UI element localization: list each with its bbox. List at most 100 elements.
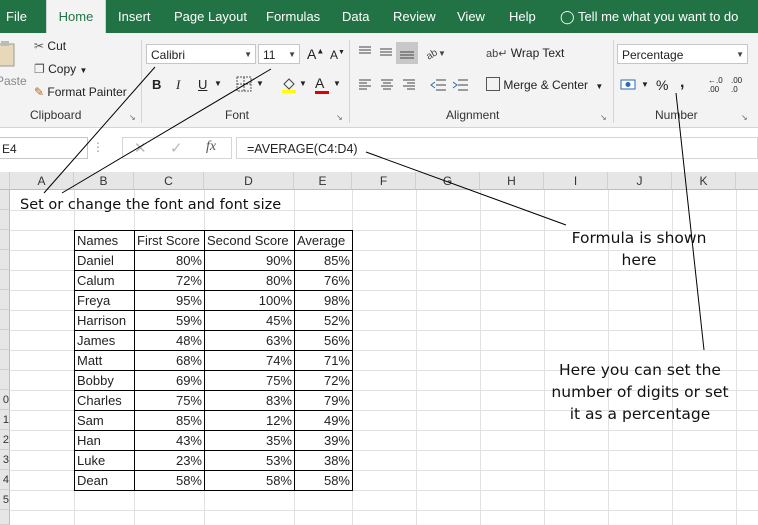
tab-insert[interactable]: Insert — [118, 9, 151, 24]
increase-indent-icon[interactable] — [452, 77, 470, 96]
row-header[interactable]: 0 — [0, 390, 10, 410]
row-header[interactable] — [0, 310, 10, 330]
row-header[interactable]: 4 — [0, 470, 10, 490]
percent-style-button[interactable]: % — [656, 77, 669, 93]
dialog-launcher-icon[interactable]: ↘ — [129, 113, 136, 122]
more-options-icon[interactable]: ⋮ — [92, 140, 104, 154]
align-center-icon[interactable] — [379, 77, 395, 96]
row-header[interactable] — [0, 190, 10, 210]
font-color-swatch — [315, 91, 329, 94]
chevron-down-icon: ▼ — [288, 50, 296, 59]
tab-file[interactable]: File — [6, 9, 27, 24]
dialog-launcher-icon[interactable]: ↘ — [336, 113, 343, 122]
accounting-format-icon[interactable] — [620, 77, 638, 96]
dialog-launcher-icon[interactable]: ↘ — [741, 113, 748, 122]
column-header[interactable]: J — [608, 172, 672, 190]
row-header[interactable] — [0, 330, 10, 350]
chevron-down-icon: ▼ — [736, 50, 744, 59]
ribbon-tab-bar: File Home Insert Page Layout Formulas Da… — [0, 0, 758, 33]
wrap-text-icon: ab↵ — [486, 48, 508, 60]
shrink-font-button[interactable]: A▼ — [330, 48, 345, 62]
align-left-icon[interactable] — [357, 77, 373, 96]
tab-review[interactable]: Review — [393, 9, 436, 24]
row-header[interactable]: 2 — [0, 430, 10, 450]
italic-button[interactable]: I — [176, 77, 181, 92]
font-annotation: Set or change the font and font size — [20, 197, 282, 213]
increase-decimal-button[interactable]: ←.0.00 — [708, 76, 723, 94]
column-header[interactable] — [736, 172, 758, 190]
row-header[interactable]: 1 — [0, 410, 10, 430]
column-header[interactable]: H — [480, 172, 544, 190]
name-box[interactable]: E4 — [0, 137, 88, 159]
row-header[interactable] — [0, 290, 10, 310]
column-header[interactable]: I — [544, 172, 608, 190]
merge-icon — [486, 77, 500, 91]
column-header[interactable]: F — [352, 172, 416, 190]
format-painter-button[interactable]: ✎ Format Painter — [34, 85, 127, 99]
orientation-icon[interactable]: ab ▼ — [424, 44, 446, 63]
average-cell[interactable]: 58% — [294, 470, 353, 491]
copy-button[interactable]: ❐ Copy ▼ — [34, 62, 88, 76]
group-separator — [613, 40, 614, 123]
decrease-indent-icon[interactable] — [430, 77, 448, 96]
font-group-label: Font — [225, 108, 250, 122]
column-header[interactable]: C — [134, 172, 204, 190]
chevron-down-icon[interactable]: ▼ — [641, 80, 649, 89]
column-header[interactable]: K — [672, 172, 736, 190]
paste-button[interactable]: Paste — [0, 74, 27, 88]
paintbrush-icon: ✎ — [34, 85, 45, 99]
chevron-down-icon[interactable]: ▼ — [333, 79, 341, 88]
comma-style-button[interactable]: , — [680, 74, 685, 91]
number-group-label: Number — [655, 108, 698, 122]
chevron-down-icon[interactable]: ▼ — [299, 79, 307, 88]
decrease-decimal-button[interactable]: .00.0 — [731, 76, 743, 94]
tab-data[interactable]: Data — [342, 9, 370, 24]
row-header[interactable] — [0, 230, 10, 250]
align-bottom-icon[interactable] — [396, 42, 418, 64]
align-top-icon[interactable] — [357, 44, 373, 63]
row-header[interactable] — [0, 270, 10, 290]
tab-help[interactable]: Help — [509, 9, 536, 24]
tab-formulas[interactable]: Formulas — [266, 9, 321, 24]
column-header[interactable]: E — [294, 172, 352, 190]
fill-color-icon[interactable] — [280, 75, 298, 96]
row-header[interactable] — [0, 370, 10, 390]
column-header[interactable]: D — [204, 172, 294, 190]
tell-me-box[interactable]: ◯ Tell me what you want to do — [560, 9, 739, 24]
paste-icon[interactable] — [0, 40, 22, 70]
font-color-button[interactable]: A — [315, 75, 329, 94]
borders-icon[interactable] — [236, 76, 252, 95]
font-size-combo[interactable]: 11 ▼ — [258, 44, 300, 64]
font-name-combo[interactable]: Calibri ▼ — [146, 44, 256, 64]
underline-button[interactable]: U — [198, 77, 208, 92]
alignment-group-label: Alignment — [446, 108, 500, 122]
merge-center-button[interactable]: Merge & Center ▼ — [486, 77, 603, 92]
row-header[interactable] — [0, 250, 10, 270]
tab-view[interactable]: View — [457, 9, 485, 24]
chevron-down-icon[interactable]: ▼ — [256, 79, 264, 88]
cut-button[interactable]: ✂ Cut — [34, 39, 67, 53]
bold-button[interactable]: B — [152, 77, 162, 92]
number-format-combo[interactable]: Percentage ▼ — [617, 44, 748, 64]
chevron-down-icon: ▼ — [244, 50, 252, 59]
align-right-icon[interactable] — [401, 77, 417, 96]
formula-buttons — [122, 137, 232, 159]
align-middle-icon[interactable] — [378, 44, 394, 63]
enter-icon[interactable]: ✓ — [170, 140, 183, 157]
formula-bar — [0, 128, 758, 172]
lightbulb-icon: ◯ — [560, 9, 575, 24]
row-header[interactable]: 5 — [0, 490, 10, 510]
formula-annotation-line — [365, 151, 567, 226]
tab-home[interactable]: Home — [46, 0, 106, 33]
tab-page-layout[interactable]: Page Layout — [174, 9, 248, 24]
row-header[interactable]: 3 — [0, 450, 10, 470]
insert-function-icon[interactable]: fx — [206, 139, 217, 154]
row-header[interactable] — [0, 210, 10, 230]
select-all-corner[interactable] — [0, 172, 10, 190]
svg-text:▼: ▼ — [438, 49, 446, 58]
dialog-launcher-icon[interactable]: ↘ — [600, 113, 607, 122]
wrap-text-button[interactable]: ab↵ Wrap Text — [486, 46, 565, 60]
grow-font-button[interactable]: A▲ — [307, 46, 325, 62]
chevron-down-icon[interactable]: ▼ — [214, 79, 222, 88]
row-header[interactable] — [0, 350, 10, 370]
